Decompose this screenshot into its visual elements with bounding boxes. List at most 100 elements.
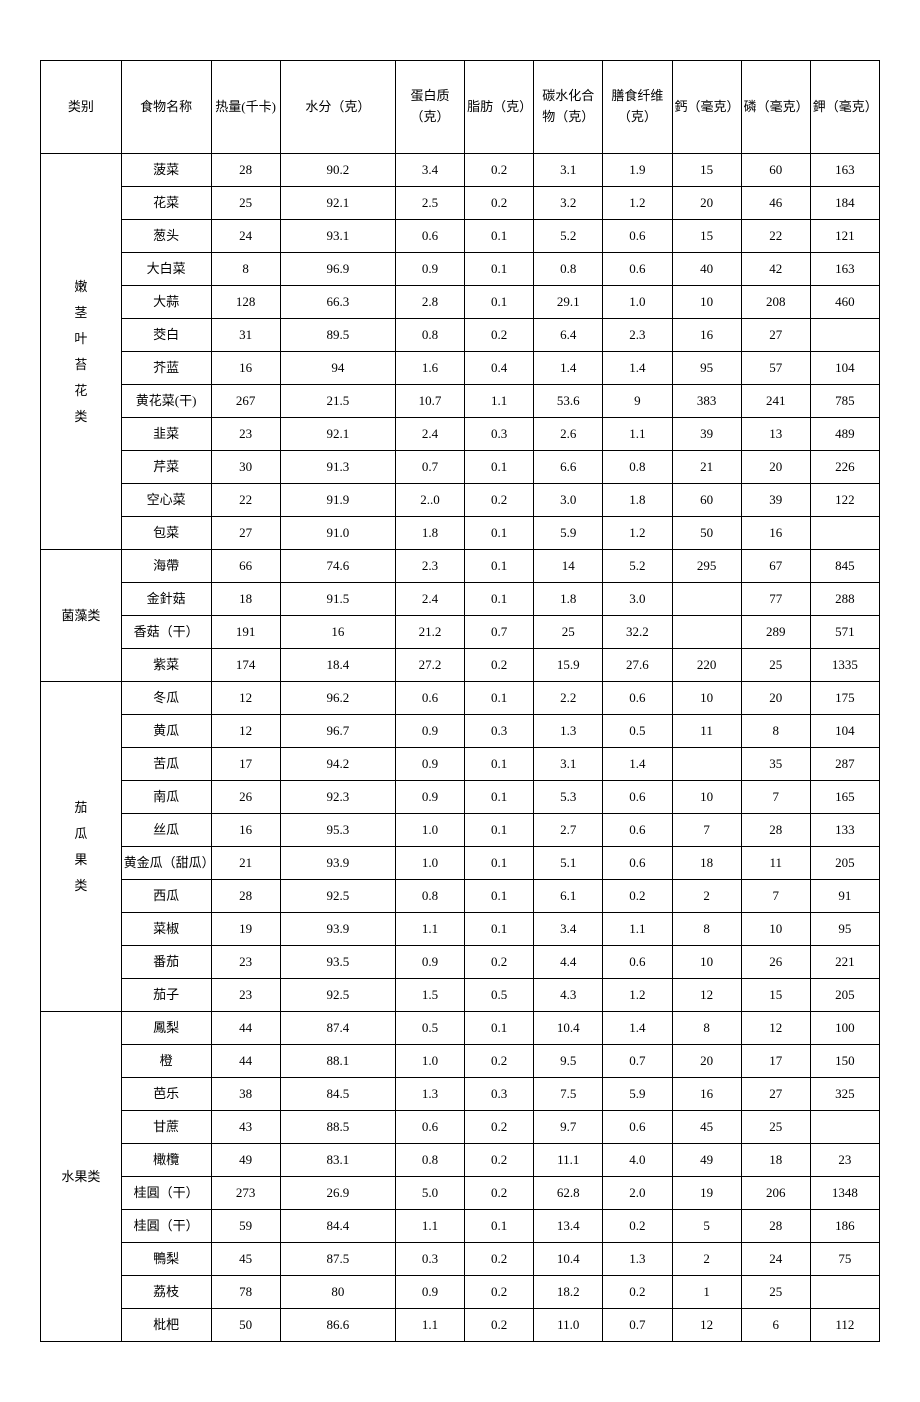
- data-cell: 29.1: [534, 286, 603, 319]
- table-row: 丝瓜1695.31.00.12.70.6728133: [41, 814, 880, 847]
- data-cell: 1.2: [603, 979, 672, 1012]
- data-cell: 23: [810, 1144, 879, 1177]
- data-cell: 1: [672, 1276, 741, 1309]
- data-cell: 大蒜: [121, 286, 211, 319]
- col-header-9: 磷（毫克）: [741, 61, 810, 154]
- data-cell: 91.9: [280, 484, 395, 517]
- data-cell: 191: [211, 616, 280, 649]
- data-cell: 11: [741, 847, 810, 880]
- table-row: 茄瓜果类冬瓜1296.20.60.12.20.61020175: [41, 682, 880, 715]
- data-cell: 150: [810, 1045, 879, 1078]
- data-cell: 91.3: [280, 451, 395, 484]
- data-cell: 1.0: [603, 286, 672, 319]
- data-cell: [672, 583, 741, 616]
- data-cell: 10: [672, 682, 741, 715]
- data-cell: 1.5: [395, 979, 464, 1012]
- data-cell: 1.3: [603, 1243, 672, 1276]
- category-cell: 水果类: [41, 1012, 122, 1342]
- data-cell: 78: [211, 1276, 280, 1309]
- data-cell: 1.3: [534, 715, 603, 748]
- data-cell: 1.1: [395, 913, 464, 946]
- data-cell: 0.3: [465, 1078, 534, 1111]
- col-header-4: 蛋白质（克）: [395, 61, 464, 154]
- data-cell: 番茄: [121, 946, 211, 979]
- data-cell: 18: [741, 1144, 810, 1177]
- data-cell: 橙: [121, 1045, 211, 1078]
- data-cell: 2.7: [534, 814, 603, 847]
- data-cell: 5: [672, 1210, 741, 1243]
- data-cell: 21: [672, 451, 741, 484]
- data-cell: 32.2: [603, 616, 672, 649]
- data-cell: 12: [741, 1012, 810, 1045]
- data-cell: 0.8: [395, 1144, 464, 1177]
- table-row: 菌藻类海帶6674.62.30.1145.229567845: [41, 550, 880, 583]
- data-cell: 1.1: [603, 913, 672, 946]
- data-cell: 冬瓜: [121, 682, 211, 715]
- data-cell: 12: [672, 1309, 741, 1342]
- data-cell: [810, 1111, 879, 1144]
- data-cell: 91.0: [280, 517, 395, 550]
- data-cell: 7: [741, 880, 810, 913]
- data-cell: 0.6: [603, 220, 672, 253]
- data-cell: 133: [810, 814, 879, 847]
- data-cell: 0.1: [465, 682, 534, 715]
- data-cell: 0.8: [395, 319, 464, 352]
- data-cell: 19: [211, 913, 280, 946]
- data-cell: 1335: [810, 649, 879, 682]
- data-cell: 1.9: [603, 154, 672, 187]
- data-cell: 15.9: [534, 649, 603, 682]
- table-row: 荔枝78800.90.218.20.2125: [41, 1276, 880, 1309]
- data-cell: 包菜: [121, 517, 211, 550]
- table-row: 菜椒1993.91.10.13.41.181095: [41, 913, 880, 946]
- data-cell: 26: [741, 946, 810, 979]
- data-cell: 95: [672, 352, 741, 385]
- data-cell: 3.1: [534, 154, 603, 187]
- table-row: 番茄2393.50.90.24.40.61026221: [41, 946, 880, 979]
- data-cell: 0.6: [603, 847, 672, 880]
- data-cell: 芹菜: [121, 451, 211, 484]
- data-cell: 59: [211, 1210, 280, 1243]
- category-cell: 菌藻类: [41, 550, 122, 682]
- data-cell: 241: [741, 385, 810, 418]
- data-cell: 1.8: [395, 517, 464, 550]
- data-cell: 0.1: [465, 781, 534, 814]
- data-cell: 0.9: [395, 781, 464, 814]
- data-cell: 菠菜: [121, 154, 211, 187]
- data-cell: 174: [211, 649, 280, 682]
- table-row: 韭菜2392.12.40.32.61.13913489: [41, 418, 880, 451]
- data-cell: 0.8: [603, 451, 672, 484]
- data-cell: 20: [672, 1045, 741, 1078]
- data-cell: 66: [211, 550, 280, 583]
- data-cell: 22: [741, 220, 810, 253]
- data-cell: [810, 517, 879, 550]
- data-cell: 205: [810, 979, 879, 1012]
- data-cell: 橄欖: [121, 1144, 211, 1177]
- data-cell: 1.0: [395, 1045, 464, 1078]
- data-cell: 60: [741, 154, 810, 187]
- data-cell: 茄子: [121, 979, 211, 1012]
- table-row: 芥蓝16941.60.41.41.49557104: [41, 352, 880, 385]
- data-cell: 7: [672, 814, 741, 847]
- data-cell: 89.5: [280, 319, 395, 352]
- data-cell: 1.0: [395, 847, 464, 880]
- data-cell: 93.5: [280, 946, 395, 979]
- data-cell: 3.0: [603, 583, 672, 616]
- data-cell: 芥蓝: [121, 352, 211, 385]
- data-cell: 14: [534, 550, 603, 583]
- data-cell: 21: [211, 847, 280, 880]
- table-row: 枇杷5086.61.10.211.00.7126112: [41, 1309, 880, 1342]
- data-cell: 289: [741, 616, 810, 649]
- data-cell: 18.4: [280, 649, 395, 682]
- data-cell: 丝瓜: [121, 814, 211, 847]
- data-cell: 221: [810, 946, 879, 979]
- data-cell: 1.2: [603, 517, 672, 550]
- category-cell: 茄瓜果类: [41, 682, 122, 1012]
- data-cell: 74.6: [280, 550, 395, 583]
- data-cell: 40: [672, 253, 741, 286]
- data-cell: 28: [211, 880, 280, 913]
- data-cell: 5.9: [534, 517, 603, 550]
- data-cell: 122: [810, 484, 879, 517]
- data-cell: 45: [672, 1111, 741, 1144]
- data-cell: 93.1: [280, 220, 395, 253]
- col-header-7: 膳食纤维（克）: [603, 61, 672, 154]
